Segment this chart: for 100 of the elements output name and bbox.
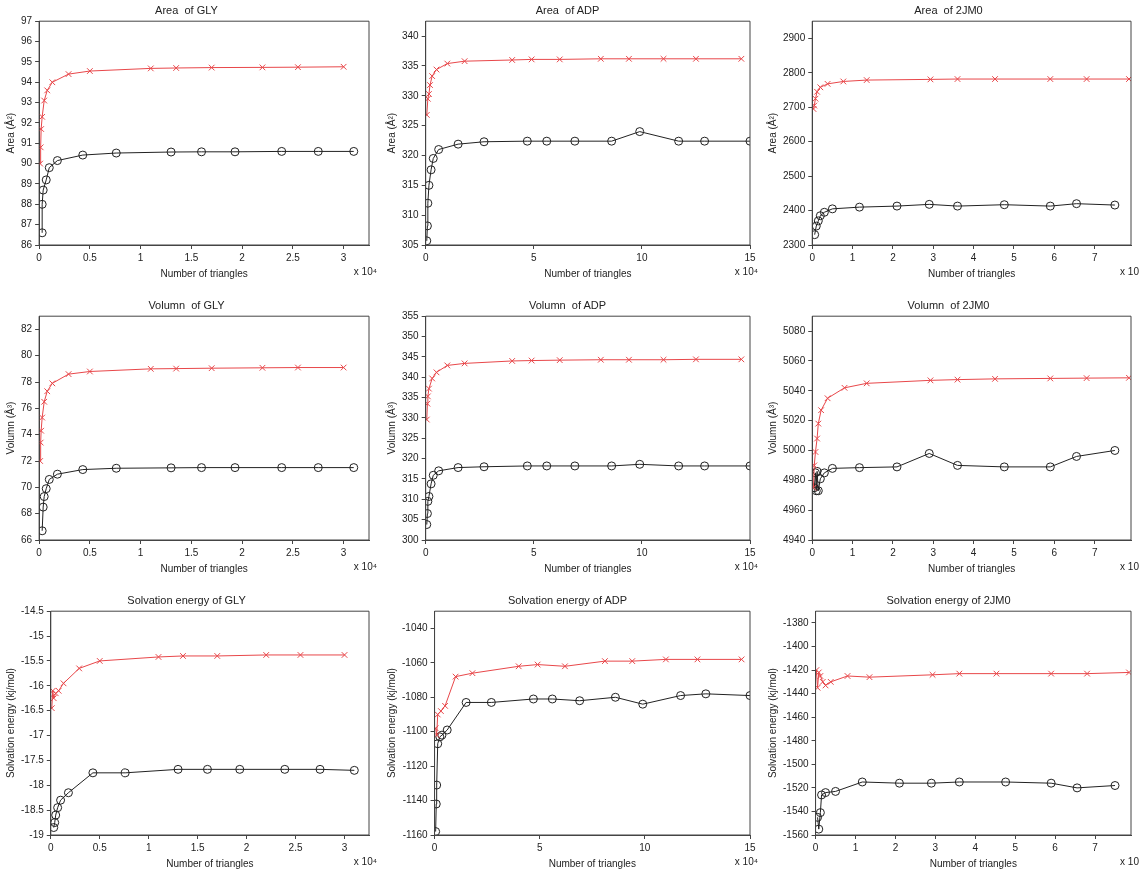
x-tick-label: 0 — [809, 546, 816, 558]
x-tick-label: 0.5 — [92, 841, 108, 853]
point — [815, 684, 821, 692]
point — [692, 356, 700, 363]
point — [676, 691, 686, 701]
y-tick-label: 96 — [21, 35, 33, 47]
y-tick-label: 87 — [21, 218, 33, 230]
point — [700, 461, 710, 471]
point — [166, 463, 176, 473]
point — [597, 55, 605, 63]
x-tick-label: 0 — [422, 546, 429, 558]
y-tick-label: 5060 — [783, 354, 806, 366]
point — [434, 466, 444, 476]
point — [999, 462, 1009, 472]
point — [48, 78, 56, 86]
point — [65, 70, 72, 78]
text: x 10 — [1120, 265, 1140, 277]
x-tick-label: 3 — [340, 251, 347, 263]
point — [428, 153, 438, 163]
y-tick-label: 80 — [21, 349, 33, 361]
point — [819, 207, 829, 217]
point — [39, 526, 47, 536]
y-tick-label: -1480 — [783, 734, 810, 746]
point — [461, 697, 471, 707]
x-tick-label: 0 — [422, 251, 429, 263]
point — [52, 469, 62, 479]
point — [453, 139, 463, 149]
y-tick-label: 2400 — [783, 204, 806, 216]
y-tick-label: -1400 — [783, 640, 810, 652]
x-tick-label: 1 — [137, 251, 144, 263]
point — [635, 127, 645, 137]
point — [202, 764, 212, 774]
point — [1110, 445, 1120, 455]
y-tick-label: -1060 — [402, 656, 429, 668]
y-tick-label: -18.5 — [21, 803, 45, 815]
point — [1125, 669, 1131, 676]
point — [561, 662, 569, 670]
point — [1047, 670, 1055, 677]
x-tick-label: 1 — [849, 251, 856, 263]
point — [863, 380, 871, 387]
point — [831, 786, 841, 796]
point — [434, 780, 442, 790]
point — [44, 163, 54, 173]
y-tick-label: -1100 — [402, 725, 428, 737]
point — [1045, 462, 1055, 472]
point — [892, 201, 902, 211]
point — [86, 67, 94, 75]
y-tick-label: -1140 — [402, 794, 428, 806]
point — [844, 672, 851, 680]
point — [486, 697, 496, 707]
point — [51, 810, 61, 820]
y-tick-label: -14.5 — [21, 604, 45, 616]
y-tick-label: 2800 — [783, 66, 806, 78]
point — [814, 420, 822, 427]
point — [1072, 451, 1082, 461]
y-tick-label: 335 — [402, 59, 420, 71]
point — [854, 463, 864, 473]
x-axis-title: Number of triangles — [544, 267, 632, 279]
point — [1083, 374, 1090, 382]
point — [924, 448, 934, 458]
point — [674, 136, 684, 146]
point — [425, 198, 433, 208]
point — [508, 56, 516, 64]
point — [63, 788, 73, 798]
y-tick-label: 2300 — [783, 238, 806, 250]
y-tick-label: -1160 — [402, 828, 428, 840]
point — [437, 707, 445, 715]
y-tick-label: 300 — [402, 533, 420, 545]
point — [434, 739, 443, 749]
y-tick-label: -17.5 — [21, 754, 45, 766]
x-tick-label: 15 — [744, 251, 756, 263]
point — [41, 484, 51, 494]
point — [39, 228, 47, 238]
y-tick-label: -17 — [29, 729, 45, 741]
point — [434, 711, 442, 718]
point — [259, 64, 266, 71]
point — [340, 364, 347, 371]
y-tick-label: 305 — [402, 513, 420, 525]
point — [147, 365, 155, 373]
point — [841, 384, 848, 392]
point — [426, 165, 436, 175]
point — [41, 175, 51, 185]
point — [738, 656, 745, 663]
point — [52, 156, 62, 166]
point — [426, 479, 436, 489]
y-tick-label: 320 — [402, 149, 420, 161]
chart-title: Solvation energy of 2JM0 — [886, 593, 1011, 606]
point — [53, 803, 63, 813]
x-tick-label: 2 — [239, 546, 246, 558]
point — [863, 76, 871, 84]
point — [817, 406, 825, 414]
y-tick-label: -1500 — [783, 758, 810, 770]
x-tick-label: 0.5 — [82, 546, 98, 558]
point — [43, 387, 51, 395]
point — [50, 818, 60, 828]
point — [954, 376, 961, 383]
x-axis-title: Number of triangles — [544, 562, 632, 574]
x-tick-label: 5 — [1011, 251, 1018, 263]
x-tick-label: 2 — [890, 546, 897, 558]
y-tick-label: 93 — [21, 96, 33, 108]
